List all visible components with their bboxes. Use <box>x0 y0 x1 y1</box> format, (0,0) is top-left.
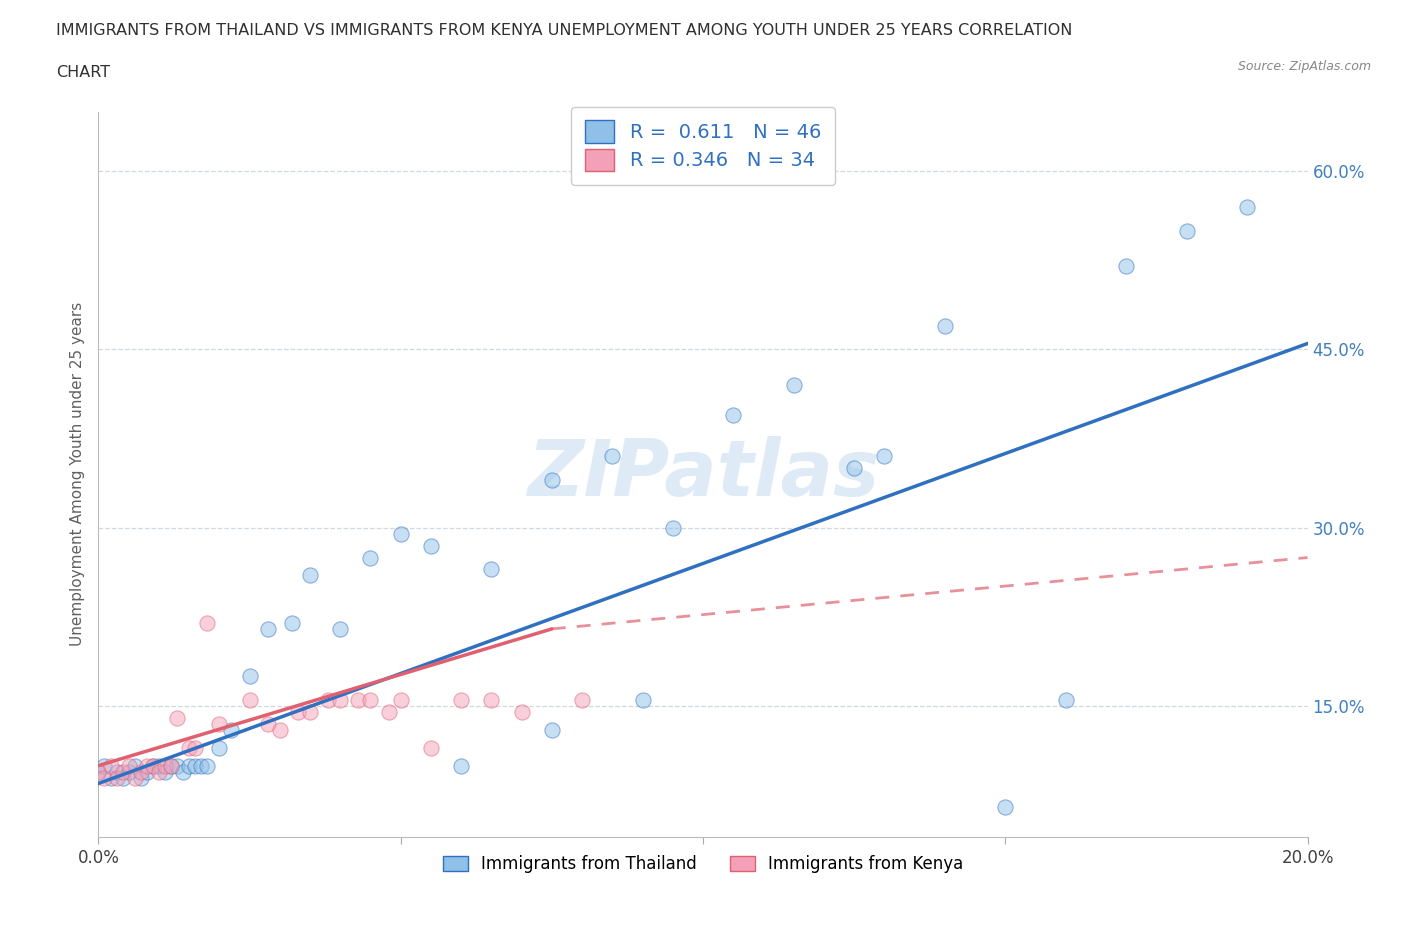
Point <box>450 693 472 708</box>
Point <box>135 764 157 779</box>
Point <box>93 770 115 785</box>
Text: Source: ZipAtlas.com: Source: ZipAtlas.com <box>1237 60 1371 73</box>
Point <box>105 764 128 779</box>
Point <box>723 407 745 422</box>
Point <box>389 693 412 708</box>
Point <box>602 449 624 464</box>
Point <box>221 723 243 737</box>
Point <box>1115 259 1137 273</box>
Point <box>195 758 218 773</box>
Point <box>389 526 412 541</box>
Point <box>184 740 207 755</box>
Point <box>299 568 322 583</box>
Point <box>105 770 128 785</box>
Point <box>360 693 382 708</box>
Point <box>87 764 110 779</box>
Point <box>208 740 231 755</box>
Text: ZIPatlas: ZIPatlas <box>527 436 879 512</box>
Point <box>360 551 382 565</box>
Point <box>783 378 806 392</box>
Point <box>118 764 141 779</box>
Point <box>1236 199 1258 214</box>
Point <box>184 758 207 773</box>
Point <box>256 621 278 636</box>
Point <box>118 758 141 773</box>
Point <box>1175 223 1198 238</box>
Point <box>179 740 201 755</box>
Point <box>195 616 218 631</box>
Point <box>208 717 231 732</box>
Point <box>481 693 503 708</box>
Point <box>299 705 322 720</box>
Text: CHART: CHART <box>56 65 110 80</box>
Y-axis label: Unemployment Among Youth under 25 years: Unemployment Among Youth under 25 years <box>69 302 84 646</box>
Point <box>420 538 443 553</box>
Point <box>420 740 443 755</box>
Point <box>661 521 683 536</box>
Point <box>160 758 183 773</box>
Point <box>111 764 134 779</box>
Point <box>347 693 370 708</box>
Point <box>153 764 176 779</box>
Point <box>377 705 399 720</box>
Point <box>148 758 170 773</box>
Text: IMMIGRANTS FROM THAILAND VS IMMIGRANTS FROM KENYA UNEMPLOYMENT AMONG YOUTH UNDER: IMMIGRANTS FROM THAILAND VS IMMIGRANTS F… <box>56 23 1073 38</box>
Point <box>844 461 866 476</box>
Point <box>329 693 352 708</box>
Point <box>179 758 201 773</box>
Point <box>124 770 146 785</box>
Point <box>129 770 152 785</box>
Point <box>934 318 956 333</box>
Point <box>190 758 212 773</box>
Point <box>135 758 157 773</box>
Point <box>129 764 152 779</box>
Point <box>166 711 188 725</box>
Point <box>172 764 194 779</box>
Point <box>994 800 1017 815</box>
Point <box>124 758 146 773</box>
Point <box>239 693 262 708</box>
Point <box>540 472 562 487</box>
Point <box>160 758 183 773</box>
Point <box>153 758 176 773</box>
Point <box>148 764 170 779</box>
Point <box>571 693 593 708</box>
Point <box>316 693 339 708</box>
Point <box>87 764 110 779</box>
Point <box>1054 693 1077 708</box>
Point <box>481 562 503 577</box>
Point <box>93 758 115 773</box>
Point <box>873 449 896 464</box>
Point <box>540 723 562 737</box>
Point <box>100 758 122 773</box>
Point <box>510 705 533 720</box>
Point <box>256 717 278 732</box>
Point <box>142 758 165 773</box>
Point <box>100 770 122 785</box>
Point <box>269 723 291 737</box>
Point <box>281 616 304 631</box>
Legend: Immigrants from Thailand, Immigrants from Kenya: Immigrants from Thailand, Immigrants fro… <box>436 848 970 880</box>
Point <box>111 770 134 785</box>
Point <box>631 693 654 708</box>
Point <box>450 758 472 773</box>
Point <box>287 705 309 720</box>
Point <box>142 758 165 773</box>
Point <box>329 621 352 636</box>
Point <box>166 758 188 773</box>
Point <box>239 669 262 684</box>
